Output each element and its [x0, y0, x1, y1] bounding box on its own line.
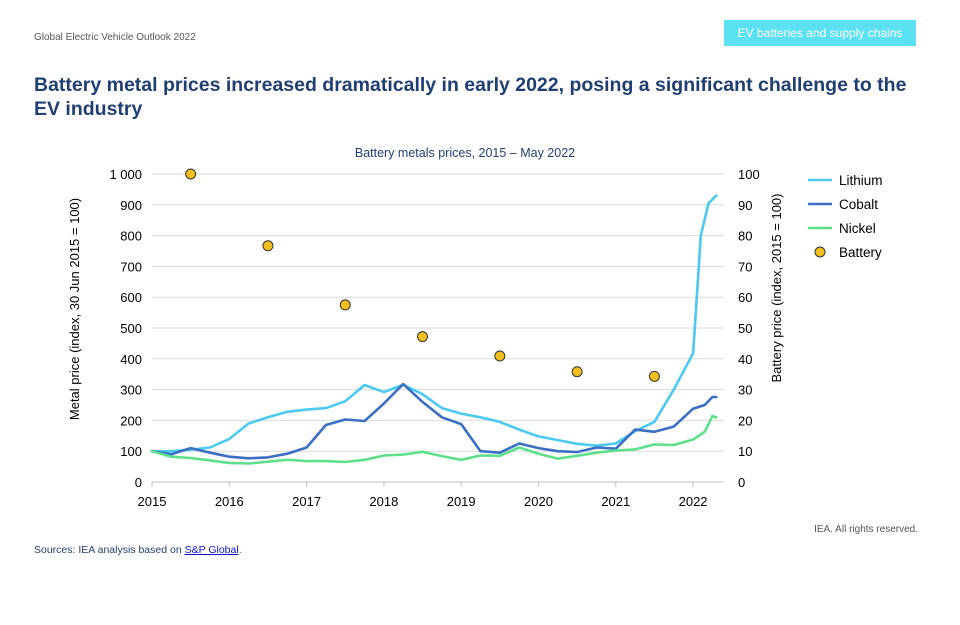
y-tick-label-right: 20 — [738, 413, 752, 428]
y-tick-label-right: 10 — [738, 444, 752, 459]
y-tick-label-left: 400 — [120, 352, 142, 367]
sources-prefix: Sources: IEA analysis based on — [34, 544, 185, 556]
y-tick-label-right: 50 — [738, 321, 752, 336]
series-line-lithium — [150, 194, 718, 453]
chart-title: Battery metals prices, 2015 – May 2022 — [355, 146, 575, 160]
y-tick-label-right: 0 — [738, 475, 745, 490]
y-tick-label-left: 1 000 — [109, 167, 142, 182]
page-headline: Battery metal prices increased dramatica… — [34, 74, 907, 120]
series-line-nickel — [150, 414, 718, 465]
axes: 0 100 200 300 400 500 600 700 800 900 1 000 0 10 20 30… — [109, 167, 759, 509]
battery-point — [262, 240, 274, 252]
report-label: Global Electric Vehicle Outlook 2022 — [34, 32, 196, 43]
battery-point — [571, 366, 583, 378]
legend: Lithium Cobalt Nickel Battery — [808, 173, 883, 260]
legend-label-cobalt: Cobalt — [839, 197, 878, 212]
x-tick-label: 2018 — [369, 494, 398, 509]
x-tick-label: 2017 — [292, 494, 321, 509]
legend-label-lithium: Lithium — [839, 173, 883, 188]
y-tick-label-left: 100 — [120, 444, 142, 459]
y-tick-label-left: 200 — [120, 413, 142, 428]
sources-note: Sources: IEA analysis based on S&P Globa… — [34, 544, 242, 556]
rights-notice: IEA. All rights reserved. — [814, 524, 918, 535]
legend-label-battery: Battery — [839, 245, 882, 260]
y-tick-label-left: 0 — [135, 475, 142, 490]
y-tick-label-left: 300 — [120, 383, 142, 398]
battery-point — [417, 331, 429, 343]
y-tick-label-right: 80 — [738, 229, 752, 244]
legend-label-nickel: Nickel — [839, 221, 876, 236]
y-tick-label-left: 700 — [120, 259, 142, 274]
y-tick-label-right: 60 — [738, 290, 752, 305]
y-tick-label-left: 600 — [120, 290, 142, 305]
x-tick-label: 2020 — [524, 494, 553, 509]
y-tick-label-left: 900 — [120, 198, 142, 213]
gridlines — [152, 173, 724, 452]
battery-point — [648, 370, 660, 382]
x-tick-label: 2015 — [138, 494, 167, 509]
y-tick-label-left: 500 — [120, 321, 142, 336]
x-tick-label: 2022 — [679, 494, 708, 509]
x-tick-label: 2019 — [447, 494, 476, 509]
section-tag[interactable]: EV batteries and supply chains — [724, 20, 916, 46]
y-tick-label-left: 800 — [120, 229, 142, 244]
series-line-cobalt — [150, 382, 718, 460]
y-tick-label-right: 100 — [738, 167, 760, 182]
battery-points — [185, 168, 660, 382]
battery-point — [185, 168, 197, 180]
x-tick-label: 2016 — [215, 494, 244, 509]
y-tick-label-right: 70 — [738, 259, 752, 274]
sources-link[interactable]: S&P Global — [184, 544, 239, 556]
y-tick-label-right: 90 — [738, 198, 752, 213]
battery-point — [339, 299, 351, 311]
legend-swatch-battery — [814, 246, 826, 258]
series-lines — [150, 194, 718, 465]
y-tick-label-right: 30 — [738, 383, 752, 398]
y-axis-label-right: Battery price (index, 2015 = 100) — [769, 194, 784, 383]
y-tick-label-right: 40 — [738, 352, 752, 367]
y-axis-label-left: Metal price (index, 30 Jun 2015 = 100) — [67, 198, 82, 420]
x-tick-label: 2021 — [601, 494, 630, 509]
battery-point — [494, 350, 506, 362]
sources-suffix: . — [238, 544, 242, 556]
